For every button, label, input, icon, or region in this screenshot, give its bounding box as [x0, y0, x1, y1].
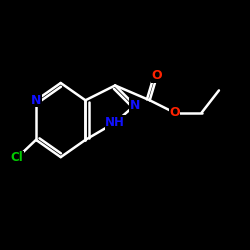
- Text: NH: NH: [105, 116, 125, 129]
- Text: Cl: Cl: [11, 151, 24, 164]
- Text: O: O: [169, 106, 180, 119]
- Text: O: O: [152, 69, 162, 82]
- Text: N: N: [31, 94, 41, 107]
- Text: N: N: [130, 99, 140, 112]
